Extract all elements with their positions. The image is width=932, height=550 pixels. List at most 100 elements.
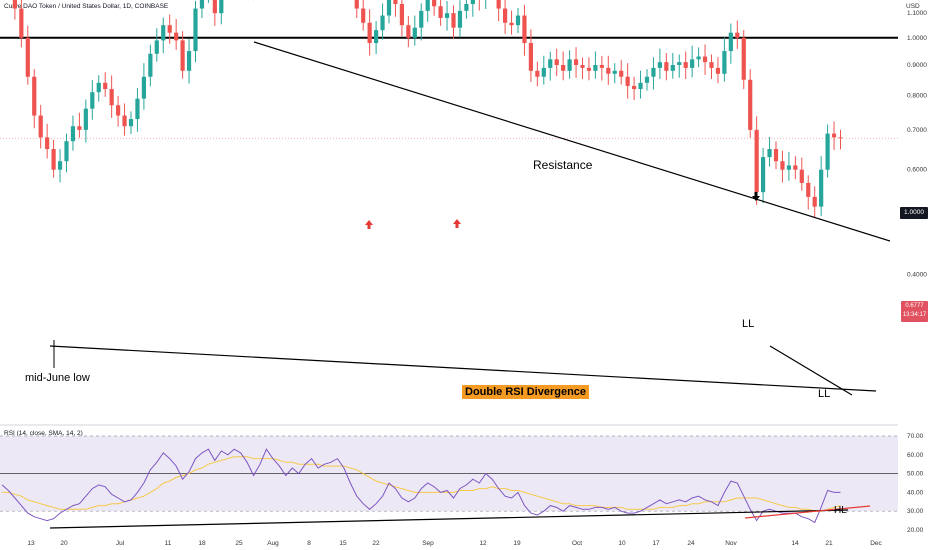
candle-body: [174, 32, 179, 41]
candle-body: [573, 59, 579, 66]
candle-body: [754, 129, 759, 193]
candle-body: [425, 0, 430, 11]
candle-body: [786, 165, 791, 170]
time-axis-tick: 22: [372, 540, 380, 547]
candle-body: [625, 76, 630, 86]
candle-body: [464, 3, 469, 11]
rsi-title: RSI (14, close, SMA, 14, 2): [4, 430, 83, 437]
candle-body: [548, 59, 553, 68]
candle-body: [586, 67, 592, 71]
resistance-trendline: [253, 41, 891, 242]
mid-june-low-label: mid-June low: [25, 372, 90, 384]
time-axis-tick: 17: [652, 540, 660, 547]
candle-body: [599, 65, 604, 68]
time-axis-tick: 24: [687, 540, 695, 547]
candle-body: [522, 15, 527, 44]
candle-body: [812, 196, 817, 207]
candle-body: [735, 32, 740, 38]
candle-body: [831, 133, 837, 138]
candle-body: [761, 157, 766, 193]
candle-body: [12, 0, 17, 9]
candle-body: [25, 37, 30, 77]
candle-body: [748, 79, 753, 130]
candle-body: [70, 126, 76, 142]
candle-body: [670, 65, 675, 71]
candle-body: [32, 76, 37, 116]
candle-body: [657, 62, 662, 68]
up-arrow-icon: [365, 220, 373, 229]
rsi-ma-line: [2, 456, 841, 512]
candle-body: [432, 0, 437, 7]
candle-body: [212, 0, 217, 14]
up-arrow-icon: [453, 219, 461, 228]
candle-body: [141, 76, 146, 99]
candle-body: [683, 62, 688, 68]
last-price-value: 0.6777: [905, 303, 924, 309]
candle-body: [819, 169, 824, 207]
divergence-label: Double RSI Divergence: [462, 385, 590, 399]
candle-body: [793, 165, 798, 170]
candle-body: [722, 51, 727, 74]
level-price-tag: 1.0000: [900, 207, 928, 219]
candle-body: [135, 98, 140, 120]
lower-low-trendline: [769, 345, 853, 396]
candle-body: [806, 182, 811, 197]
candle-body: [619, 70, 624, 77]
candle-body: [444, 13, 450, 18]
candle-body: [438, 6, 443, 18]
candle-body: [799, 169, 804, 183]
lower-low-label-2: LL: [818, 388, 831, 400]
lower-low-label-1: LL: [742, 318, 755, 330]
candle-body: [515, 15, 521, 26]
time-axis-tick: Nov: [725, 540, 737, 547]
candle-body: [393, 0, 398, 4]
candle-body: [715, 67, 721, 74]
candle-body: [419, 10, 424, 28]
candle-body: [199, 0, 205, 9]
candle-body: [412, 27, 417, 38]
candle-body: [361, 8, 366, 23]
candle-body: [528, 43, 533, 71]
rsi-axis-tick: 20.00: [907, 527, 924, 534]
candle-body: [651, 67, 656, 77]
candle-body: [561, 65, 566, 71]
candle-body: [825, 133, 830, 170]
candle-body: [612, 70, 617, 74]
price-axis-tick: 0.8000: [907, 92, 927, 99]
candle-body: [116, 105, 121, 116]
candle-body: [554, 59, 559, 66]
price-axis-tick: 0.4000: [907, 271, 927, 278]
rsi-hl-trendline: [744, 505, 871, 519]
candle-body: [509, 22, 514, 26]
candle-body: [580, 65, 585, 68]
candle-body: [109, 89, 114, 106]
price-axis-tick: 1.1000: [907, 10, 927, 17]
candle-body: [374, 30, 379, 44]
time-axis-tick: 10: [618, 540, 626, 547]
rsi-axis-tick: 70.00: [907, 433, 924, 440]
candle-body: [186, 51, 192, 71]
candle-body: [51, 149, 56, 170]
candle-body: [83, 108, 88, 130]
candle-body: [96, 82, 101, 93]
candle-body: [677, 62, 682, 66]
time-axis-tick: Sep: [422, 540, 434, 547]
candle-body: [838, 137, 843, 139]
price-axis-tick: 0.6000: [907, 167, 927, 174]
candle-body: [496, 0, 501, 9]
candle-body: [354, 0, 359, 9]
candle-body: [767, 149, 772, 158]
time-axis-tick: Jul: [116, 540, 125, 547]
candle-body: [664, 62, 669, 71]
time-axis-tick: 8: [307, 540, 311, 547]
time-axis-tick: 14: [791, 540, 799, 547]
time-axis-tick: 19: [513, 540, 521, 547]
currency-label: USD: [906, 3, 920, 10]
candle-body: [367, 22, 372, 44]
resistance-label: Resistance: [533, 158, 593, 172]
candle-body: [503, 8, 508, 23]
candle-body: [709, 62, 714, 68]
candle-body: [219, 0, 224, 14]
time-axis-tick: Dec: [870, 540, 882, 547]
